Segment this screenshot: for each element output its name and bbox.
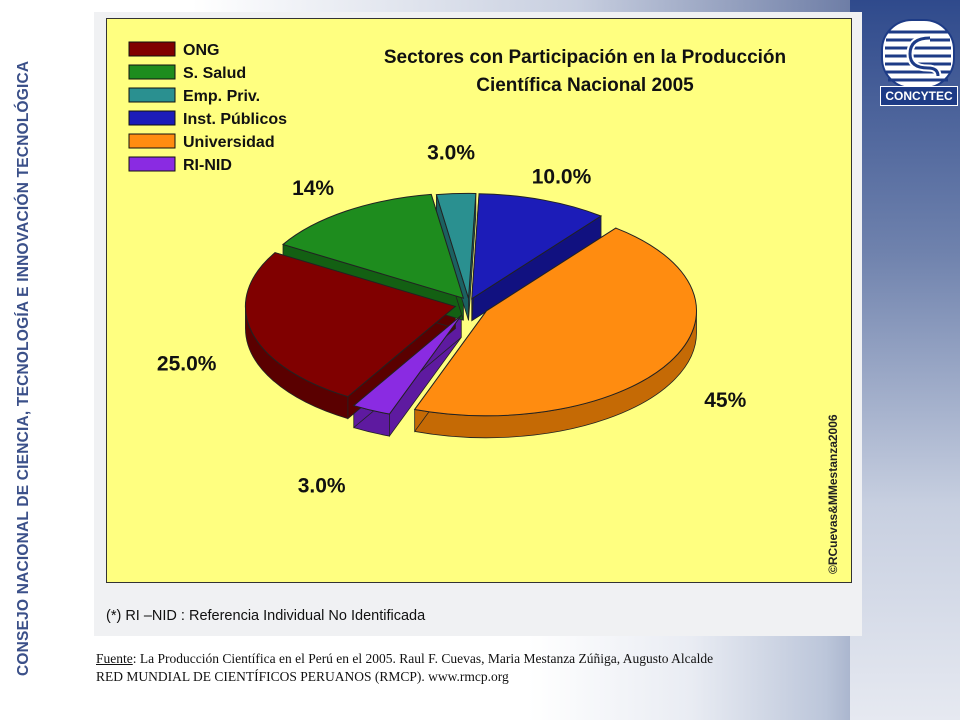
pie-slice-emp-priv — [435, 192, 477, 299]
pie-label-emp-priv: 3.0% — [427, 142, 475, 165]
pie-label-inst-p-blicos: 10.0% — [532, 165, 592, 188]
concytec-logo-icon — [881, 19, 955, 89]
legend-swatch-inst-p-blicos — [128, 110, 176, 126]
pie-labels: 10.0% 45% 3.0% 25.0% 14% 3.0% — [157, 142, 747, 498]
source-citation: Fuente: La Producción Científica en el P… — [96, 650, 856, 690]
legend-swatch-emp-priv — [128, 87, 176, 103]
pie-label-ong: 25.0% — [157, 352, 217, 375]
legend-label-ong: ONG — [183, 42, 219, 59]
legend-swatch-ong — [128, 41, 176, 57]
chart-area: ONG S. Salud Emp. Priv. Inst. Públicos Unive… — [106, 18, 852, 583]
legend-swatch-s-salud — [128, 64, 176, 80]
footnote: (*) RI –NID : Referencia Individual No I… — [106, 608, 426, 624]
chart-title-line2: Científica Nacional 2005 — [476, 75, 694, 96]
legend-swatch-universidad — [128, 133, 176, 149]
legend-label-ri-nid: RI-NID — [183, 157, 232, 174]
pie-label-s-salud: 14% — [292, 177, 334, 200]
right-gradient-band — [850, 0, 960, 720]
side-vertical-title: CONSEJO NACIONAL DE CIENCIA, TECNOLOGÍA … — [15, 60, 32, 676]
pie-slice-inst-p-blicos — [471, 193, 603, 300]
source-label: Fuente — [96, 651, 133, 666]
pie-label-ri-nid: 3.0% — [298, 474, 346, 497]
source-line2: RED MUNDIAL DE CIENTÍFICOS PERUANOS (RMC… — [96, 669, 509, 684]
legend-label-inst-p-blicos: Inst. Públicos — [183, 111, 287, 128]
source-line1: : La Producción Científica en el Perú en… — [132, 651, 714, 666]
concytec-logo-text: CONCYTEC — [880, 86, 958, 106]
pie-chart: ONG S. Salud Emp. Priv. Inst. Públicos Unive… — [128, 41, 840, 574]
legend-label-emp-priv: Emp. Priv. — [183, 88, 260, 105]
pie-slice-universidad — [413, 227, 697, 417]
pie-slice-ri-nid — [352, 314, 462, 415]
pie-label-universidad: 45% — [704, 389, 746, 412]
legend-label-s-salud: S. Salud — [183, 65, 246, 82]
pie-slice-s-salud — [281, 193, 465, 299]
top-gradient-band — [0, 0, 960, 12]
legend-label-universidad: Universidad — [183, 134, 275, 151]
legend-swatch-ri-nid — [128, 156, 176, 172]
chart-title-line1: Sectores con Participación en la Producc… — [384, 47, 786, 68]
chart-legend: ONG S. Salud Emp. Priv. Inst. Públicos Unive… — [128, 41, 287, 174]
chart-watermark: ©RCuevas&MMestanza2006 — [826, 414, 840, 574]
pie-slice-ong — [244, 252, 457, 398]
pie-slices — [244, 192, 697, 439]
